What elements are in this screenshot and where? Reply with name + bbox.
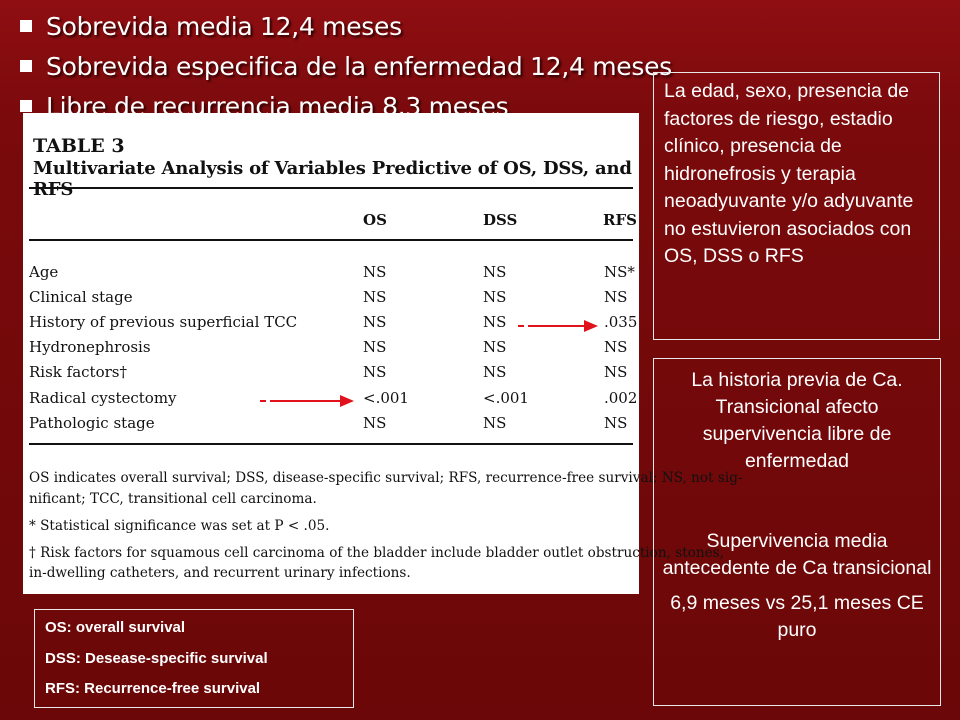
- row-dss: NS: [483, 288, 507, 306]
- bullet-square-icon: [20, 60, 32, 72]
- side-note-history: La historia previa de Ca. Transicional a…: [653, 358, 941, 706]
- arrow-radical-cystectomy-icon: [260, 395, 354, 407]
- table-footnote: * Statistical significance was set at P …: [29, 518, 330, 534]
- row-dss: NS: [483, 263, 507, 281]
- row-rfs: NS*: [604, 263, 635, 281]
- table-rule-top: [29, 187, 633, 189]
- row-dss: NS: [483, 313, 507, 331]
- bullet-square-icon: [20, 20, 32, 32]
- row-variable: Age: [29, 263, 59, 281]
- bullet-text: Sobrevida especifica de la enfermedad 12…: [46, 51, 672, 81]
- row-os: NS: [363, 263, 387, 281]
- row-rfs: .002: [604, 389, 638, 407]
- table-figure: TABLE 3 Multivariate Analysis of Variabl…: [23, 113, 743, 594]
- row-os: NS: [363, 363, 387, 381]
- row-os: NS: [363, 338, 387, 356]
- table-row: Age NS NS NS*: [29, 263, 635, 288]
- table-row: Pathologic stage NS NS NS: [29, 414, 633, 439]
- table-row: Radical cystectomy <.001 <.001 .002: [29, 389, 637, 414]
- row-dss: <.001: [483, 389, 529, 407]
- row-rfs: NS: [604, 363, 628, 381]
- row-variable: History of previous superficial TCC: [29, 313, 298, 331]
- table-subtitle: Multivariate Analysis of Variables Predi…: [33, 158, 632, 200]
- table-row: Risk factors† NS NS NS: [29, 363, 633, 388]
- row-variable: Clinical stage: [29, 288, 133, 306]
- table-footnote: † Risk factors for squamous cell carcino…: [29, 545, 724, 561]
- bullet-text: Sobrevida media 12,4 meses: [46, 11, 402, 41]
- row-rfs: NS: [604, 288, 628, 306]
- legend-item: OS: overall survival: [45, 619, 186, 636]
- table-footnote: nificant; TCC, transitional cell carcino…: [29, 491, 317, 507]
- column-header-dss: DSS: [483, 211, 518, 229]
- side-note-factors: La edad, sexo, presencia de factores de …: [653, 72, 940, 340]
- row-os: NS: [363, 414, 387, 432]
- arrow-history-tcc-icon: [518, 320, 598, 332]
- table-title: TABLE 3: [33, 135, 125, 157]
- row-os: NS: [363, 313, 387, 331]
- legend-item: RFS: Recurrence-free survival: [45, 680, 261, 697]
- column-header-rfs: RFS: [603, 211, 637, 229]
- bullet-item: Sobrevida especifica de la enfermedad 12…: [10, 46, 672, 86]
- side-note-history-text: La historia previa de Ca. Transicional a…: [691, 369, 903, 472]
- bullet-item: Sobrevida media 12,4 meses: [10, 6, 672, 46]
- column-header-os: OS: [363, 211, 387, 229]
- bullet-list: Sobrevida media 12,4 meses Sobrevida esp…: [10, 6, 672, 126]
- row-dss: NS: [483, 363, 507, 381]
- abbreviation-legend: OS: overall survival DSS: Desease-specif…: [34, 609, 354, 708]
- row-rfs: NS: [604, 338, 628, 356]
- table-row: Hydronephrosis NS NS NS: [29, 338, 633, 363]
- row-variable: Radical cystectomy: [29, 389, 177, 407]
- table-row: Clinical stage NS NS NS: [29, 288, 633, 313]
- table-footnote: OS indicates overall survival; DSS, dise…: [29, 470, 743, 486]
- table-rule-header: [29, 239, 633, 241]
- side-note-median-text: Supervivencia media antecedente de Ca tr…: [662, 530, 932, 579]
- row-rfs: .035: [604, 313, 638, 331]
- row-os: <.001: [363, 389, 409, 407]
- row-dss: NS: [483, 338, 507, 356]
- side-note-comparison-text: 6,9 meses vs 25,1 meses CE puro: [670, 592, 924, 641]
- row-variable: Risk factors†: [29, 363, 127, 381]
- row-variable: Pathologic stage: [29, 414, 155, 432]
- table-row: History of previous superficial TCC NS N…: [29, 313, 637, 338]
- legend-item: DSS: Desease-specific survival: [45, 649, 268, 667]
- table-rule-bottom: [29, 443, 633, 445]
- table-footnote: in-dwelling catheters, and recurrent uri…: [29, 565, 411, 581]
- row-rfs: NS: [604, 414, 628, 432]
- bullet-square-icon: [20, 100, 32, 112]
- row-variable: Hydronephrosis: [29, 338, 151, 356]
- row-dss: NS: [483, 414, 507, 432]
- row-os: NS: [363, 288, 387, 306]
